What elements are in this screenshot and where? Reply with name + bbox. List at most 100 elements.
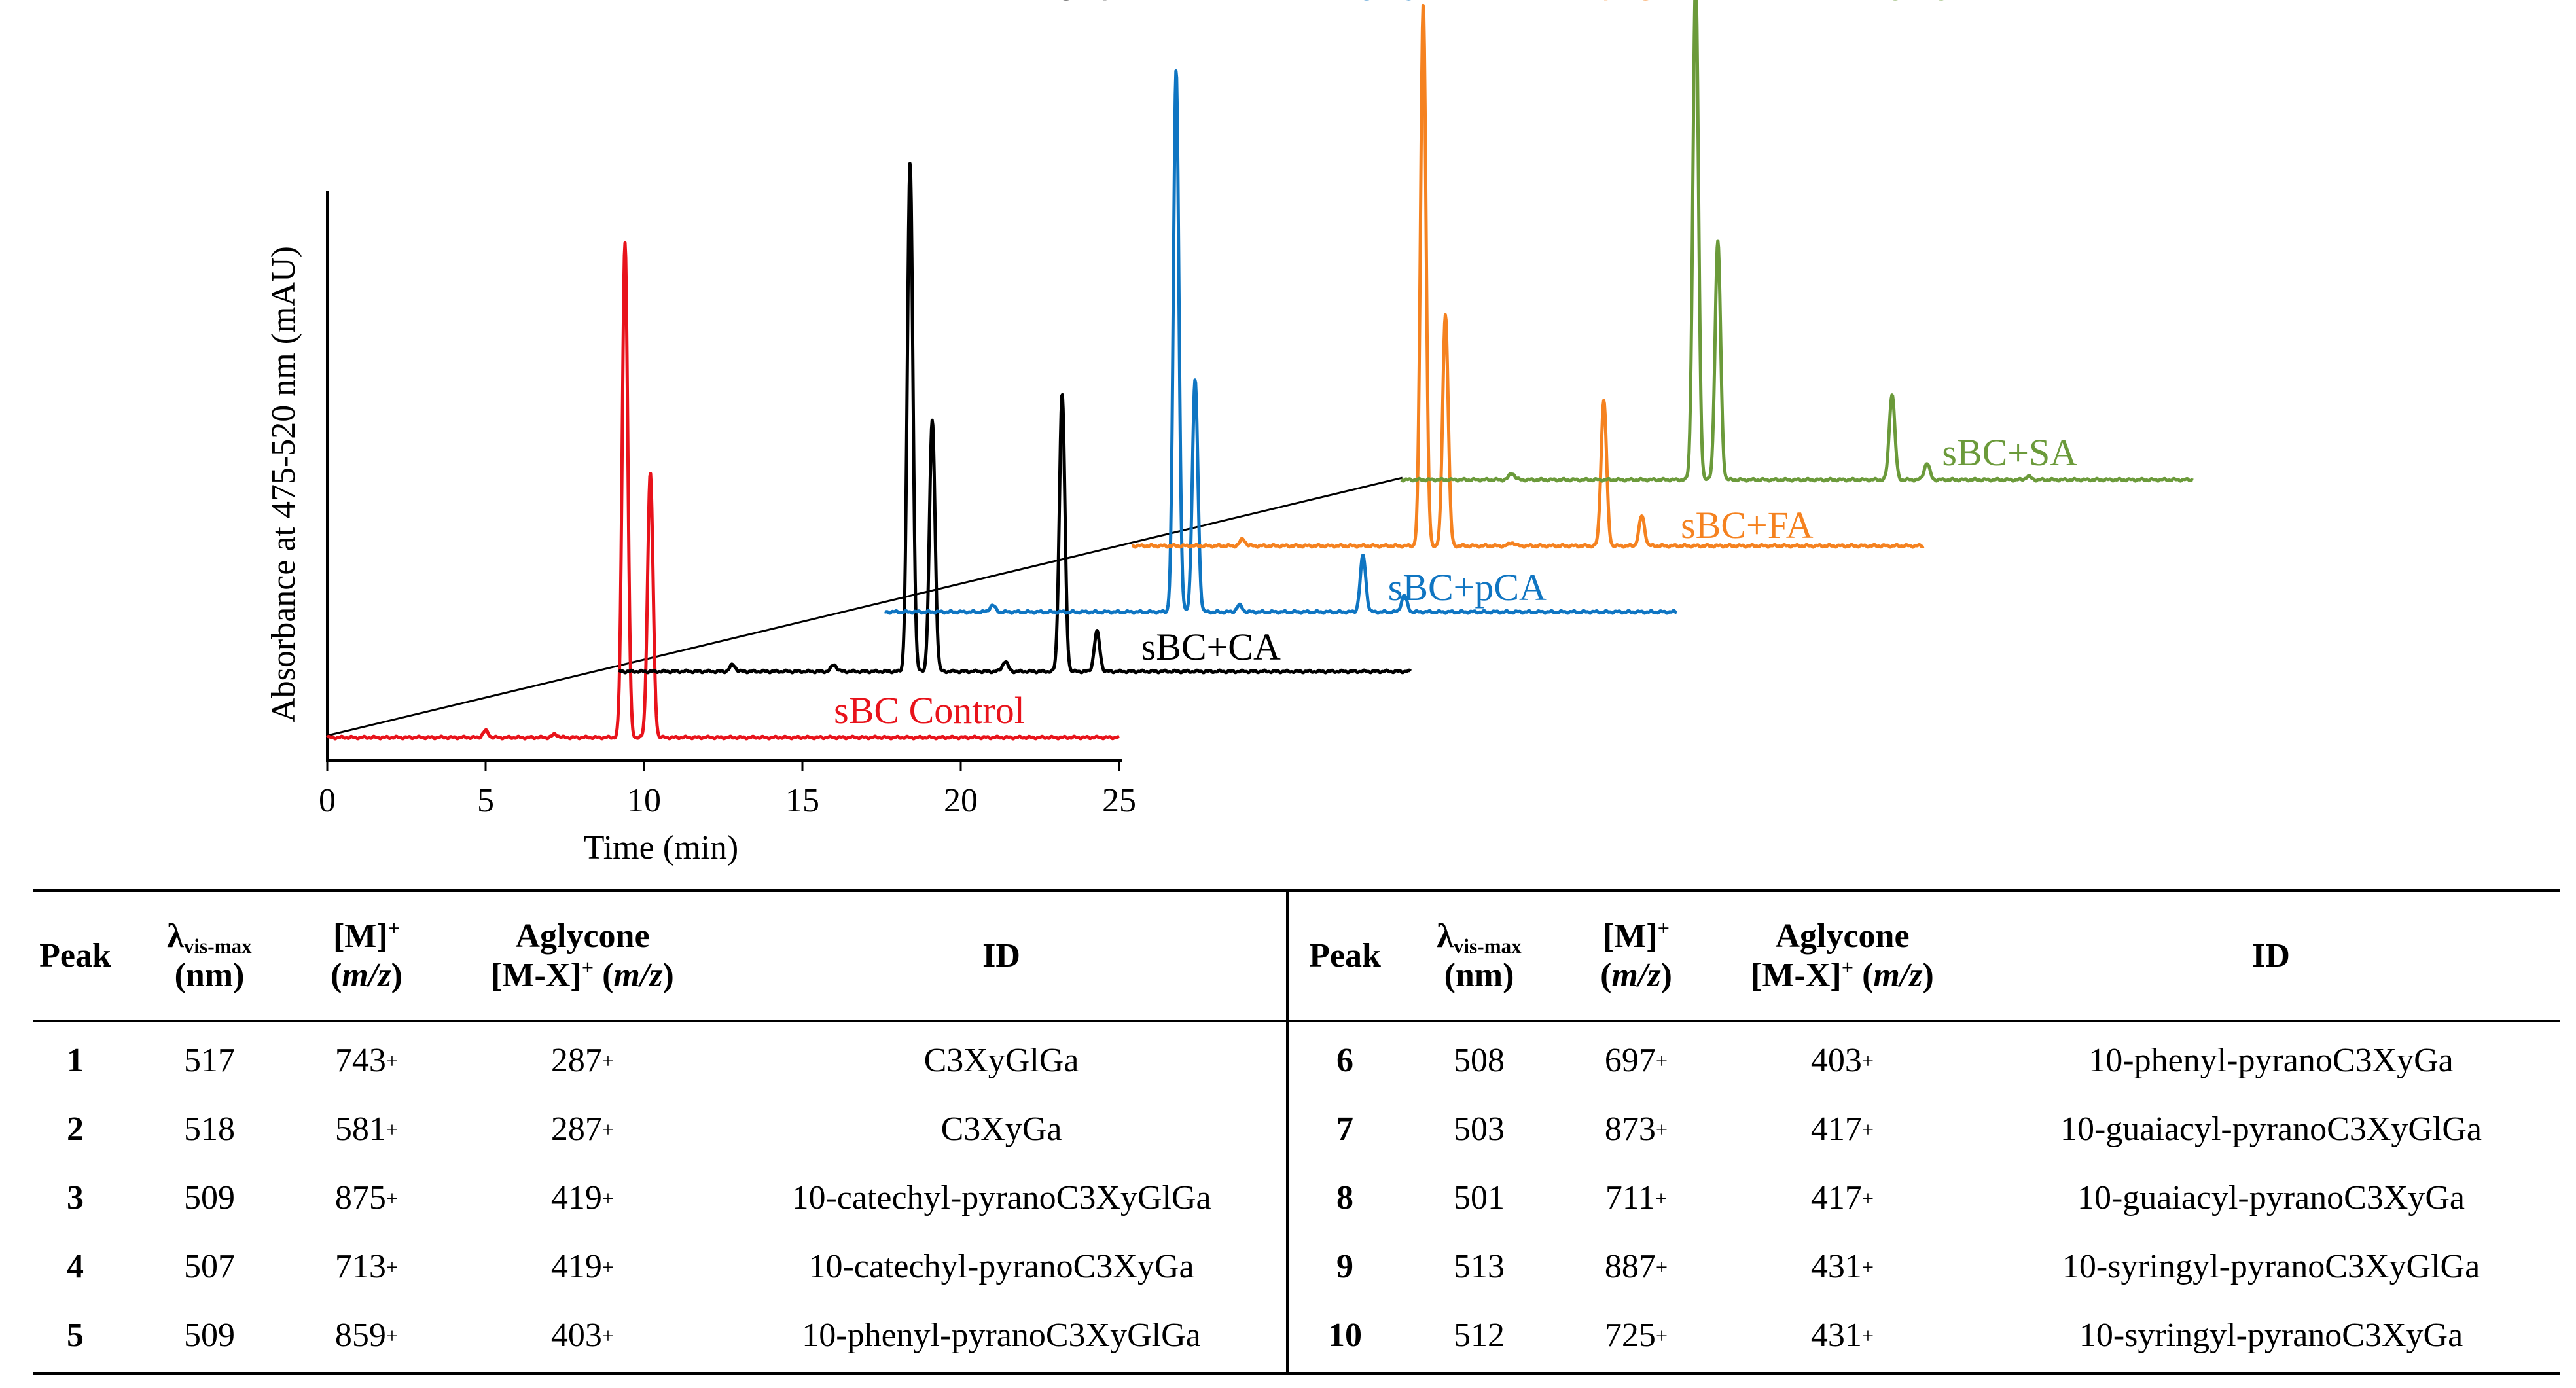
header-id-text: ID — [982, 937, 1020, 975]
row-id-2: C3XyGa — [940, 1110, 1062, 1148]
header-peak-left: Peak — [33, 894, 118, 1018]
table-bottom-rule — [33, 1372, 2560, 1375]
m-sup: + — [1657, 916, 1670, 940]
header-peak-text: Peak — [1309, 937, 1381, 975]
series-name-label-2: sBC+pCA — [1388, 566, 1547, 609]
table-center-divider — [1286, 889, 1289, 1375]
peak-label-1-1: 1 — [904, 0, 924, 8]
aglycone-unit-open: ( — [1853, 957, 1874, 994]
header-aglycone-line1: Aglycone — [1775, 917, 1909, 956]
header-lambda-right: λvis-max (nm) — [1401, 894, 1558, 1018]
m-text: [M] — [1602, 917, 1658, 955]
m-text: [M] — [332, 917, 388, 955]
trace-sbc-control — [326, 241, 1120, 741]
m-unit-open: ( — [1600, 957, 1612, 994]
aglycone-mx: [M-X] — [1751, 957, 1842, 994]
peak-label-2-2: 2 — [1189, 0, 1209, 8]
row-lambda-1: 517 — [184, 1041, 235, 1079]
row-m-value: 725 — [1604, 1316, 1656, 1354]
row-m-6: 697 + — [1604, 1041, 1668, 1079]
aglycone-text: Aglycone — [1775, 917, 1910, 955]
row-aglycone-10: 431 + — [1810, 1316, 1874, 1354]
header-aglycone-left: Aglycone [M-X]+ (m/z) — [452, 894, 713, 1018]
row-aglycone-value: 403 — [550, 1316, 602, 1354]
m-unit-open: ( — [331, 957, 342, 994]
header-id-right: ID — [1977, 894, 2566, 1018]
peak-label-1-4: 1 — [1689, 0, 1709, 8]
peak-label-4-1: 4 — [1091, 0, 1111, 8]
peak-label-10-4: 10 — [1910, 0, 1951, 8]
lambda-unit: (nm) — [1444, 957, 1514, 994]
row-aglycone-4: 419 + — [550, 1247, 615, 1285]
row-m-value: 743 — [334, 1041, 386, 1079]
row-aglycone-5: 403 + — [550, 1316, 615, 1354]
row-id-7: 10-guaiacyl-pyranoC3XyGlGa — [2060, 1110, 2482, 1148]
row-m-value: 711 — [1605, 1179, 1655, 1217]
row-peak-6: 6 — [1336, 1041, 1353, 1079]
row-aglycone-value: 417 — [1810, 1110, 1862, 1148]
row-m-value: 873 — [1604, 1110, 1656, 1148]
table-top-rule — [33, 889, 2560, 892]
row-peak-1: 1 — [67, 1041, 84, 1079]
aglycone-mx: [M-X] — [491, 957, 582, 994]
header-m-line1: [M]+ — [1603, 917, 1670, 956]
header-peak-right: Peak — [1296, 894, 1394, 1018]
peak-label-2-4: 2 — [1711, 0, 1732, 8]
header-lambda-left: λvis-max (nm) — [131, 894, 288, 1018]
header-m-line1: [M]+ — [333, 917, 400, 956]
row-m-value: 875 — [334, 1179, 386, 1217]
header-m-line2: (m/z) — [1600, 956, 1672, 995]
row-lambda-2: 518 — [184, 1110, 235, 1148]
m-unit-italic: m/z — [1611, 957, 1661, 994]
trace-sbc-fa — [1130, 3, 1925, 549]
row-id-10: 10-syringyl-pyranoC3XyGa — [2079, 1316, 2463, 1354]
header-id-left: ID — [720, 894, 1283, 1018]
row-m-2: 581 + — [334, 1110, 399, 1148]
m-unit-italic: m/z — [342, 957, 391, 994]
peak-label-5-2: 5 — [1357, 0, 1377, 8]
header-aglycone-line2: [M-X]+ (m/z) — [491, 956, 674, 995]
aglycone-unit-open: ( — [594, 957, 614, 994]
row-aglycone-8: 417 + — [1810, 1179, 1874, 1217]
row-lambda-5: 509 — [184, 1316, 235, 1354]
peak-label-8-3: 8 — [1636, 0, 1656, 8]
row-aglycone-6: 403 + — [1810, 1041, 1874, 1079]
row-m-1: 743 + — [334, 1041, 399, 1079]
row-peak-8: 8 — [1336, 1179, 1353, 1217]
row-lambda-4: 507 — [184, 1247, 235, 1285]
header-peak-text: Peak — [39, 937, 111, 975]
row-m-value: 697 — [1604, 1041, 1656, 1079]
header-m-line2: (m/z) — [331, 956, 402, 995]
header-lambda-line1: λvis-max — [167, 917, 252, 956]
peak-label-2-1: 2 — [926, 0, 946, 8]
series-name-label-3: sBC+FA — [1681, 504, 1814, 546]
series-name-label-4: sBC+SA — [1942, 431, 2077, 474]
aglycone-unit-italic: m/z — [1873, 957, 1923, 994]
x-axis-label: Time (min) — [584, 829, 738, 866]
x-tick-label-0: 0 — [319, 782, 336, 819]
row-m-4: 713 + — [334, 1247, 399, 1285]
lambda-symbol: λ — [167, 917, 184, 955]
lambda-subscript: vis-max — [183, 934, 252, 958]
row-aglycone-2: 287 + — [550, 1110, 615, 1148]
m-unit-close: ) — [391, 957, 402, 994]
row-m-value: 887 — [1604, 1247, 1656, 1285]
peak-labels: 12sBC Control1234sBC+CA1256sBC+pCA1278sB… — [618, 0, 2077, 732]
row-aglycone-value: 431 — [1810, 1316, 1862, 1354]
peak-identification-table: Peak λvis-max (nm) [M]+ (m/z) Aglycone [M-X]+ … — [33, 889, 2560, 1376]
row-aglycone-7: 417 + — [1810, 1110, 1874, 1148]
chromatogram-traces — [326, 0, 2194, 741]
trace-sbc-sa — [1400, 0, 2194, 483]
row-lambda-7: 503 — [1454, 1110, 1505, 1148]
row-aglycone-value: 417 — [1810, 1179, 1862, 1217]
x-tick-label-10: 10 — [627, 782, 661, 819]
row-lambda-3: 509 — [184, 1179, 235, 1217]
row-peak-9: 9 — [1336, 1247, 1353, 1285]
header-lambda-line2: (nm) — [175, 956, 245, 995]
x-tick-label-20: 20 — [944, 782, 978, 819]
row-lambda-10: 512 — [1454, 1316, 1505, 1354]
row-id-5: 10-phenyl-pyranoC3XyGlGa — [802, 1316, 1201, 1354]
lambda-subscript: vis-max — [1453, 934, 1522, 958]
header-aglycone-line2: [M-X]+ (m/z) — [1751, 956, 1934, 995]
peak-label-1-2: 1 — [1170, 0, 1190, 8]
